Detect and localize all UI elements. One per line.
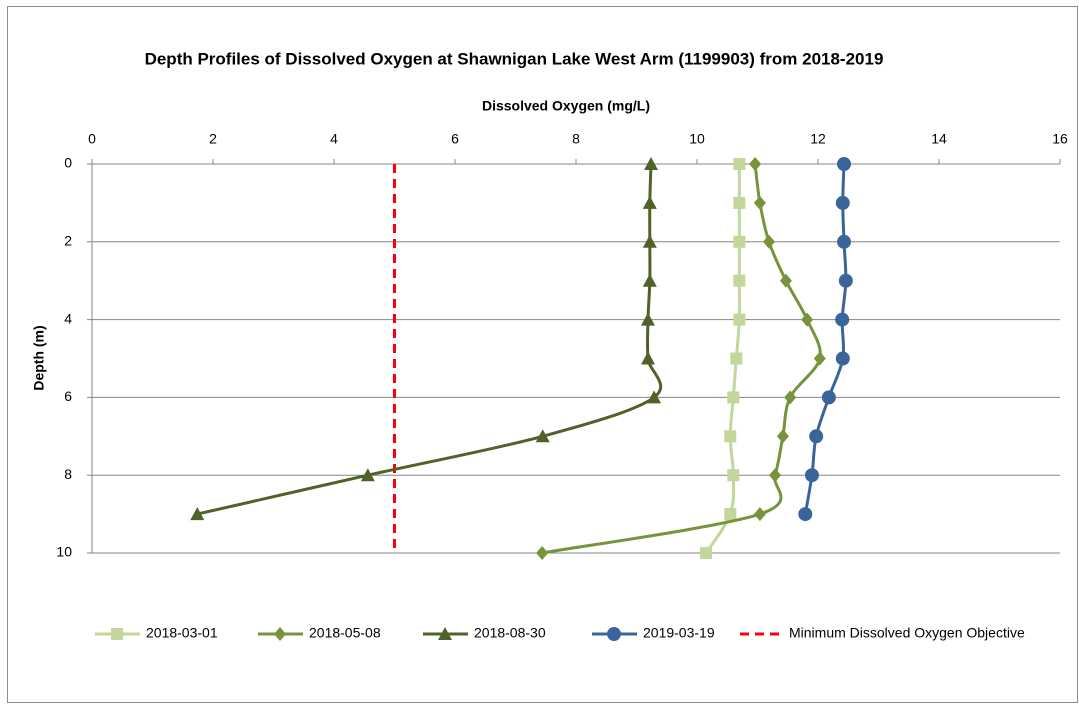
- x-tick-label: 2: [209, 131, 217, 147]
- marker-square: [733, 274, 746, 287]
- x-tick-label: 16: [1052, 131, 1068, 147]
- marker-diamond: [749, 157, 762, 171]
- marker-diamond: [762, 234, 775, 249]
- marker-triangle: [642, 273, 657, 287]
- marker-diamond: [813, 351, 826, 366]
- marker-triangle: [647, 390, 662, 404]
- y-axis-label: Depth (m): [31, 325, 47, 390]
- marker-triangle: [640, 351, 655, 365]
- marker-circle: [804, 468, 819, 483]
- chart-title: Depth Profiles of Dissolved Oxygen at Sh…: [145, 49, 884, 68]
- marker-triangle: [360, 468, 375, 482]
- x-axis-label: Dissolved Oxygen (mg/L): [482, 98, 650, 114]
- x-tick-label: 6: [451, 131, 459, 147]
- marker-circle: [835, 351, 850, 366]
- marker-circle: [809, 429, 824, 444]
- marker-diamond: [769, 468, 782, 483]
- x-tick-label: 12: [810, 131, 826, 147]
- chart-frame: [7, 6, 1078, 703]
- marker-diamond: [776, 429, 789, 444]
- marker-square: [727, 391, 740, 404]
- x-tick-label: 8: [572, 131, 580, 147]
- legend-label: 2018-05-08: [309, 625, 381, 641]
- marker-triangle: [642, 195, 657, 209]
- marker-diamond: [779, 273, 792, 288]
- series-line: [803, 163, 848, 515]
- legend-label: 2019-03-19: [643, 625, 715, 641]
- marker-square: [700, 547, 713, 559]
- series-line: [196, 163, 663, 516]
- marker-circle: [835, 195, 850, 210]
- marker-square: [727, 469, 740, 482]
- marker-triangle: [438, 627, 452, 640]
- marker-circle: [837, 157, 852, 171]
- marker-diamond: [536, 546, 549, 560]
- x-tick-label: 4: [330, 131, 338, 147]
- marker-square: [724, 508, 737, 521]
- marker-square: [733, 313, 746, 326]
- marker-square: [724, 430, 737, 443]
- marker-circle: [798, 507, 813, 522]
- marker-triangle: [535, 429, 550, 443]
- marker-diamond: [801, 312, 814, 327]
- y-tick-label: 2: [64, 233, 72, 249]
- marker-square: [730, 352, 743, 365]
- marker-triangle: [642, 234, 657, 248]
- marker-triangle: [644, 157, 659, 170]
- y-tick-label: 4: [64, 310, 72, 326]
- marker-triangle: [640, 312, 655, 326]
- marker-circle: [837, 234, 852, 249]
- legend-label: Minimum Dissolved Oxygen Objective: [789, 625, 1025, 641]
- marker-triangle: [190, 507, 205, 521]
- marker-diamond: [784, 390, 797, 405]
- marker-circle: [838, 273, 853, 288]
- y-tick-label: 6: [64, 388, 72, 404]
- y-tick-label: 8: [64, 466, 72, 482]
- marker-square: [733, 158, 746, 170]
- marker-circle: [607, 627, 621, 641]
- y-tick-label: 0: [64, 155, 72, 171]
- x-tick-label: 0: [88, 131, 96, 147]
- marker-square: [733, 235, 746, 248]
- marker-circle: [835, 312, 850, 327]
- marker-square: [111, 628, 123, 640]
- legend-label: 2018-08-30: [474, 625, 546, 641]
- y-tick-label: 10: [56, 544, 72, 560]
- marker-diamond: [753, 507, 766, 522]
- marker-circle: [821, 390, 836, 405]
- legend-label: 2018-03-01: [146, 625, 218, 641]
- marker-diamond: [753, 195, 766, 210]
- marker-diamond: [274, 627, 286, 641]
- x-tick-label: 10: [689, 131, 705, 147]
- marker-square: [733, 196, 746, 209]
- x-tick-label: 14: [931, 131, 947, 147]
